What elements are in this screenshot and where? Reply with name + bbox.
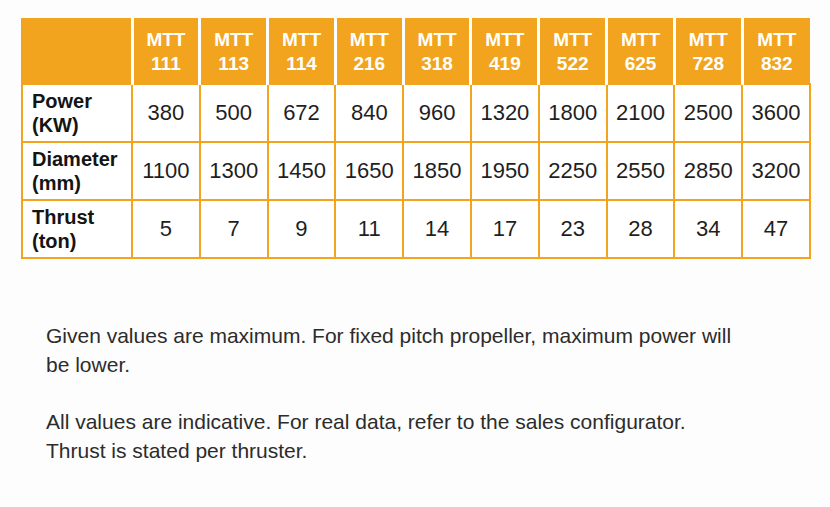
diameter-value: 2850 xyxy=(674,142,742,200)
diameter-value: 1850 xyxy=(403,142,471,200)
model-prefix: MTT xyxy=(201,28,266,51)
power-value: 3600 xyxy=(742,84,810,142)
header-cell-mtt-522: MTT 522 xyxy=(539,19,607,84)
model-number: 113 xyxy=(201,52,266,75)
thrust-value: 47 xyxy=(742,200,810,258)
row-label-diameter: Diameter (mm) xyxy=(22,142,132,200)
header-cell-mtt-419: MTT 419 xyxy=(471,19,539,84)
thrust-value: 5 xyxy=(132,200,200,258)
model-prefix: MTT xyxy=(134,28,199,51)
note-indicative: All values are indicative. For real data… xyxy=(46,407,796,465)
table-row-power: Power (KW) 380 500 672 840 960 1320 1800… xyxy=(22,84,810,142)
model-prefix: MTT xyxy=(540,28,605,51)
note-line: All values are indicative. For real data… xyxy=(46,407,796,436)
model-number: 318 xyxy=(405,52,470,75)
model-prefix: MTT xyxy=(744,28,810,51)
thrust-value: 7 xyxy=(200,200,268,258)
power-value: 2100 xyxy=(607,84,675,142)
power-value: 672 xyxy=(268,84,336,142)
model-number: 114 xyxy=(269,52,334,75)
diameter-value: 3200 xyxy=(742,142,810,200)
model-number: 419 xyxy=(472,52,537,75)
model-prefix: MTT xyxy=(608,28,673,51)
model-prefix: MTT xyxy=(405,28,470,51)
note-line: Thrust is stated per thruster. xyxy=(46,436,796,465)
power-value: 380 xyxy=(132,84,200,142)
diameter-value: 1450 xyxy=(268,142,336,200)
header-cell-mtt-111: MTT 111 xyxy=(132,19,200,84)
diameter-value: 1650 xyxy=(335,142,403,200)
model-prefix: MTT xyxy=(269,28,334,51)
thrust-value: 9 xyxy=(268,200,336,258)
thruster-spec-table: MTT 111 MTT 113 MTT 114 MTT 216 MTT 31 xyxy=(21,18,811,259)
model-number: 625 xyxy=(608,52,673,75)
note-line: be lower. xyxy=(46,350,796,379)
model-prefix: MTT xyxy=(472,28,537,51)
model-number: 216 xyxy=(337,52,402,75)
note-line: Given values are maximum. For fixed pitc… xyxy=(46,321,796,350)
model-number: 728 xyxy=(676,52,741,75)
table-header-row: MTT 111 MTT 113 MTT 114 MTT 216 MTT 31 xyxy=(22,19,810,84)
model-number: 111 xyxy=(134,52,199,75)
thrust-value: 11 xyxy=(335,200,403,258)
row-label-line2: (mm) xyxy=(32,171,131,195)
diameter-value: 1100 xyxy=(132,142,200,200)
model-prefix: MTT xyxy=(337,28,402,51)
power-value: 960 xyxy=(403,84,471,142)
model-number: 522 xyxy=(540,52,605,75)
table-row-diameter: Diameter (mm) 1100 1300 1450 1650 1850 1… xyxy=(22,142,810,200)
page: MTT 111 MTT 113 MTT 114 MTT 216 MTT 31 xyxy=(0,0,830,507)
row-label-thrust: Thrust (ton) xyxy=(22,200,132,258)
thrust-value: 17 xyxy=(471,200,539,258)
row-label-power: Power (KW) xyxy=(22,84,132,142)
corner-cell xyxy=(22,19,132,84)
row-label-line1: Power xyxy=(32,89,131,113)
table-row-thrust: Thrust (ton) 5 7 9 11 14 17 23 28 34 47 xyxy=(22,200,810,258)
power-value: 500 xyxy=(200,84,268,142)
header-cell-mtt-728: MTT 728 xyxy=(674,19,742,84)
power-value: 2500 xyxy=(674,84,742,142)
note-fixed-pitch: Given values are maximum. For fixed pitc… xyxy=(46,321,796,379)
header-cell-mtt-625: MTT 625 xyxy=(607,19,675,84)
row-label-line1: Thrust xyxy=(32,205,131,229)
diameter-value: 1950 xyxy=(471,142,539,200)
header-cell-mtt-113: MTT 113 xyxy=(200,19,268,84)
header-cell-mtt-318: MTT 318 xyxy=(403,19,471,84)
thrust-value: 23 xyxy=(539,200,607,258)
thrust-value: 34 xyxy=(674,200,742,258)
power-value: 1800 xyxy=(539,84,607,142)
model-number: 832 xyxy=(744,52,810,75)
power-value: 840 xyxy=(335,84,403,142)
row-label-line2: (KW) xyxy=(32,113,131,137)
row-label-line2: (ton) xyxy=(32,229,131,253)
power-value: 1320 xyxy=(471,84,539,142)
diameter-value: 1300 xyxy=(200,142,268,200)
header-cell-mtt-832: MTT 832 xyxy=(742,19,810,84)
header-cell-mtt-114: MTT 114 xyxy=(268,19,336,84)
model-prefix: MTT xyxy=(676,28,741,51)
thrust-value: 14 xyxy=(403,200,471,258)
diameter-value: 2550 xyxy=(607,142,675,200)
header-cell-mtt-216: MTT 216 xyxy=(335,19,403,84)
thrust-value: 28 xyxy=(607,200,675,258)
row-label-line1: Diameter xyxy=(32,147,131,171)
diameter-value: 2250 xyxy=(539,142,607,200)
